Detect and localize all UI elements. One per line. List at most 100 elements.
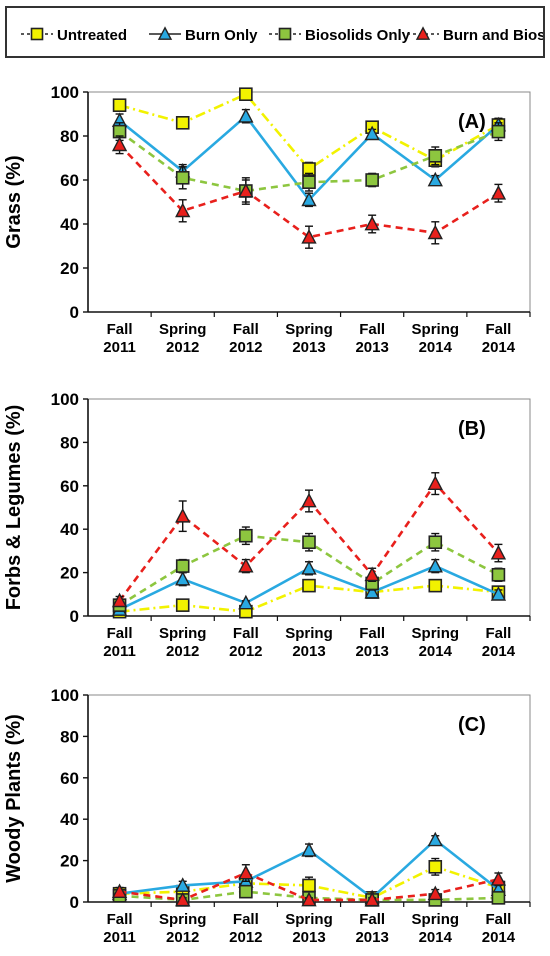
x-tick-label: Spring 2013 xyxy=(285,625,333,660)
x-tick-label: Spring 2012 xyxy=(159,321,207,356)
y-tick-label: 40 xyxy=(60,520,79,539)
x-tick-label: Fall 2013 xyxy=(355,625,388,660)
y-tick-label: 40 xyxy=(60,810,79,829)
data-point xyxy=(175,891,191,907)
panel-forbs-legumes: 0 20 40 60 80 100 Fall 2011 Spring 2012 Fall 2012 Sp… xyxy=(0,378,550,668)
series-burn-and-biosolids xyxy=(111,135,507,249)
legend-label: Untreated xyxy=(57,27,127,44)
y-tick-label: 20 xyxy=(60,852,79,871)
x-tick-label: Fall 2013 xyxy=(355,911,388,946)
data-point xyxy=(365,173,379,187)
panel-label: (B) xyxy=(458,418,486,440)
y-axis-label: Forbs & Legumes (%) xyxy=(3,405,25,611)
y-tick-label: 100 xyxy=(51,390,79,409)
data-point xyxy=(112,98,127,113)
chart-legend: Untreated Burn Only Biosolids Only Burn and… xyxy=(5,6,550,58)
data-point xyxy=(238,107,254,123)
y-tick-label: 60 xyxy=(60,171,79,190)
series-burn-only xyxy=(111,107,507,208)
x-tick-label: Fall 2011 xyxy=(103,321,136,356)
data-point xyxy=(302,535,316,550)
legend-item-burn-and-biosolids: Burn and Biosolids xyxy=(407,26,550,44)
data-point xyxy=(238,864,254,880)
y-tick-label: 40 xyxy=(60,215,79,234)
legend-marker-burn-only xyxy=(157,26,173,40)
legend-item-biosolids-only: Biosolids Only xyxy=(269,27,411,44)
data-point xyxy=(427,557,443,573)
data-point xyxy=(302,175,316,189)
series-biosolids-only xyxy=(112,526,506,612)
x-tick-label: Fall 2014 xyxy=(482,625,516,660)
data-point xyxy=(175,202,191,218)
legend-label: Biosolids Only xyxy=(305,27,411,44)
legend-label: Burn and Biosolids xyxy=(443,27,543,44)
data-point xyxy=(301,891,317,907)
y-axis-label: Woody Plants (%) xyxy=(3,714,25,883)
data-point xyxy=(239,528,253,543)
x-tick-label: Fall 2014 xyxy=(482,321,516,356)
x-tick-label: Fall 2012 xyxy=(229,321,262,356)
data-point xyxy=(490,544,507,560)
legend-label: Burn Only xyxy=(185,27,258,44)
data-point xyxy=(364,583,380,599)
grass-chart: 0 20 40 60 80 100 Fall 2011 Spring 2012 Fall 2012 Sp… xyxy=(3,83,531,356)
data-point xyxy=(301,228,317,244)
data-point xyxy=(239,87,253,102)
data-point xyxy=(175,115,190,130)
data-point xyxy=(490,184,507,200)
data-point xyxy=(490,871,507,886)
x-tick-label: Fall 2011 xyxy=(103,625,136,660)
forbs-legumes-chart: 0 20 40 60 80 100 Fall 2011 Spring 2012 Fall 2012 Sp… xyxy=(3,390,531,660)
x-tick-label: Fall 2013 xyxy=(355,321,388,356)
data-point xyxy=(238,557,254,573)
x-tick-label: Fall 2012 xyxy=(229,625,262,660)
data-point xyxy=(175,877,191,892)
data-point xyxy=(238,182,254,198)
data-point xyxy=(428,535,443,550)
x-tick-label: Fall 2011 xyxy=(103,911,136,946)
x-tick-label: Spring 2014 xyxy=(412,321,460,356)
y-tick-label: 100 xyxy=(51,686,79,705)
series-burn-and-biosolids xyxy=(111,864,507,907)
data-point xyxy=(427,831,443,847)
x-tick-label: Spring 2012 xyxy=(159,625,207,660)
panel-grass: 0 20 40 60 80 100 Fall 2011 Spring 2012 Fall 2012 Sp… xyxy=(0,62,550,367)
y-tick-label: 0 xyxy=(70,303,79,322)
data-point xyxy=(111,883,128,899)
data-point xyxy=(301,191,317,207)
data-point xyxy=(427,885,443,901)
data-point xyxy=(175,507,191,523)
x-tick-label: Fall 2012 xyxy=(229,911,262,946)
data-point xyxy=(175,570,191,586)
y-tick-label: 20 xyxy=(60,259,79,278)
data-point xyxy=(301,560,317,575)
y-tick-label: 80 xyxy=(60,127,79,146)
data-point xyxy=(491,891,506,905)
data-point xyxy=(238,594,254,610)
y-axis-label: Grass (%) xyxy=(3,155,25,248)
data-point xyxy=(490,586,507,601)
legend-item-untreated: Untreated xyxy=(21,27,127,44)
data-point xyxy=(427,224,443,240)
panel-label: (C) xyxy=(458,714,486,736)
data-point xyxy=(175,171,190,185)
data-point xyxy=(427,475,443,491)
data-point xyxy=(491,567,506,582)
data-point xyxy=(301,842,317,857)
y-tick-label: 20 xyxy=(60,564,79,583)
data-point xyxy=(302,878,316,893)
data-point xyxy=(111,592,128,608)
x-tick-label: Spring 2013 xyxy=(285,321,333,356)
legend-marker-untreated xyxy=(30,27,44,41)
x-tick-label: Spring 2012 xyxy=(159,911,207,946)
series-burn-and-biosolids xyxy=(111,472,507,608)
panel-woody-plants: 0 20 40 60 80 100 Fall 2011 Spring 2012 Fall 2012 Sp… xyxy=(0,678,550,951)
legend-marker-burn-and-biosolids xyxy=(415,26,431,40)
panel-label: (A) xyxy=(458,111,486,133)
y-tick-label: 0 xyxy=(70,607,79,626)
data-point xyxy=(491,124,506,139)
data-point xyxy=(302,578,316,593)
data-point xyxy=(364,891,380,907)
data-point xyxy=(428,860,443,874)
x-tick-label: Spring 2014 xyxy=(412,625,460,660)
